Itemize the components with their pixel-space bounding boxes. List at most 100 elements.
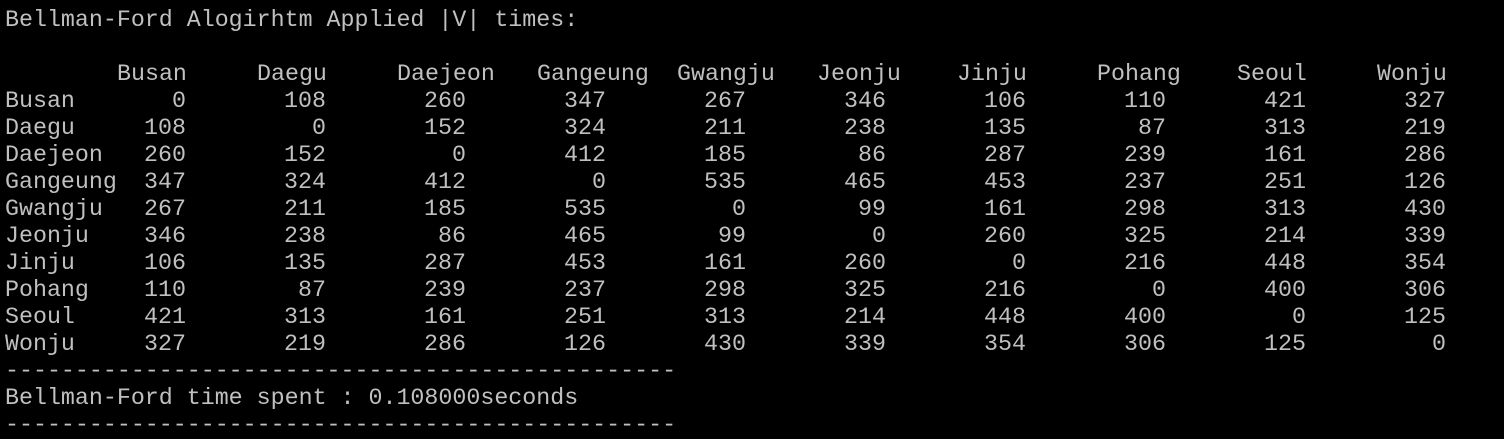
distance-cell: 185 bbox=[704, 142, 746, 168]
distance-cell: 211 bbox=[284, 196, 326, 222]
distance-cell: 216 bbox=[984, 277, 1026, 303]
distance-cell: 286 bbox=[424, 331, 466, 357]
distance-cell: 0 bbox=[592, 169, 606, 195]
row-label: Seoul bbox=[5, 304, 75, 330]
distance-cell: 346 bbox=[844, 88, 886, 114]
distance-cell: 0 bbox=[732, 196, 746, 222]
distance-cell: 354 bbox=[984, 331, 1026, 357]
column-header: Gangeung bbox=[537, 61, 649, 87]
distance-cell: 347 bbox=[564, 88, 606, 114]
distance-cell: 448 bbox=[984, 304, 1026, 330]
row-label: Daejeon bbox=[5, 142, 103, 168]
distance-cell: 267 bbox=[704, 88, 746, 114]
distance-cell: 216 bbox=[1124, 250, 1166, 276]
distance-cell: 239 bbox=[1124, 142, 1166, 168]
distance-cell: 239 bbox=[424, 277, 466, 303]
distance-cell: 400 bbox=[1264, 277, 1306, 303]
column-header: Busan bbox=[117, 61, 187, 87]
distance-cell: 106 bbox=[144, 250, 186, 276]
row-label: Busan bbox=[5, 88, 75, 114]
distance-cell: 152 bbox=[284, 142, 326, 168]
row-label: Jinju bbox=[5, 250, 75, 276]
distance-cell: 99 bbox=[858, 196, 886, 222]
distance-cell: 0 bbox=[1432, 331, 1446, 357]
distance-cell: 87 bbox=[1138, 115, 1166, 141]
distance-cell: 298 bbox=[1124, 196, 1166, 222]
distance-cell: 465 bbox=[844, 169, 886, 195]
column-header: Wonju bbox=[1377, 61, 1447, 87]
distance-cell: 99 bbox=[718, 223, 746, 249]
distance-cell: 306 bbox=[1124, 331, 1166, 357]
distance-cell: 219 bbox=[1404, 115, 1446, 141]
column-header: Pohang bbox=[1097, 61, 1181, 87]
distance-cell: 260 bbox=[844, 250, 886, 276]
row-label: Jeonju bbox=[5, 223, 89, 249]
distance-cell: 251 bbox=[564, 304, 606, 330]
distance-cell: 287 bbox=[424, 250, 466, 276]
distance-cell: 286 bbox=[1404, 142, 1446, 168]
title-line: Bellman-Ford Alogirhtm Applied |V| times… bbox=[5, 7, 579, 33]
distance-cell: 430 bbox=[704, 331, 746, 357]
distance-cell: 448 bbox=[1264, 250, 1306, 276]
distance-cell: 325 bbox=[844, 277, 886, 303]
row-label: Gwangju bbox=[5, 196, 103, 222]
distance-cell: 161 bbox=[1264, 142, 1306, 168]
distance-cell: 0 bbox=[872, 223, 886, 249]
distance-cell: 346 bbox=[144, 223, 186, 249]
distance-cell: 0 bbox=[1012, 250, 1026, 276]
distance-cell: 327 bbox=[144, 331, 186, 357]
distance-cell: 0 bbox=[1152, 277, 1166, 303]
distance-cell: 412 bbox=[564, 142, 606, 168]
distance-cell: 267 bbox=[144, 196, 186, 222]
distance-cell: 313 bbox=[284, 304, 326, 330]
distance-cell: 238 bbox=[844, 115, 886, 141]
distance-cell: 465 bbox=[564, 223, 606, 249]
column-header: Daejeon bbox=[397, 61, 495, 87]
distance-cell: 421 bbox=[1264, 88, 1306, 114]
distance-cell: 339 bbox=[1404, 223, 1446, 249]
distance-cell: 237 bbox=[1124, 169, 1166, 195]
distance-cell: 412 bbox=[424, 169, 466, 195]
time-spent-line: Bellman-Ford time spent : 0.108000second… bbox=[5, 385, 579, 411]
separator-line: ----------------------------------------… bbox=[5, 358, 677, 384]
distance-cell: 214 bbox=[1264, 223, 1306, 249]
distance-cell: 313 bbox=[704, 304, 746, 330]
distance-cell: 161 bbox=[704, 250, 746, 276]
distance-cell: 260 bbox=[144, 142, 186, 168]
distance-cell: 535 bbox=[704, 169, 746, 195]
distance-cell: 161 bbox=[424, 304, 466, 330]
row-label: Daegu bbox=[5, 115, 75, 141]
distance-cell: 86 bbox=[438, 223, 466, 249]
distance-cell: 219 bbox=[284, 331, 326, 357]
distance-cell: 535 bbox=[564, 196, 606, 222]
distance-cell: 135 bbox=[284, 250, 326, 276]
distance-cell: 152 bbox=[424, 115, 466, 141]
distance-cell: 0 bbox=[172, 88, 186, 114]
distance-cell: 260 bbox=[984, 223, 1026, 249]
separator-line: ----------------------------------------… bbox=[5, 412, 677, 438]
row-label: Gangeung bbox=[5, 169, 117, 195]
distance-cell: 347 bbox=[144, 169, 186, 195]
distance-cell: 287 bbox=[984, 142, 1026, 168]
distance-cell: 108 bbox=[284, 88, 326, 114]
distance-cell: 354 bbox=[1404, 250, 1446, 276]
distance-cell: 0 bbox=[312, 115, 326, 141]
row-label: Wonju bbox=[5, 331, 75, 357]
distance-cell: 0 bbox=[452, 142, 466, 168]
distance-cell: 185 bbox=[424, 196, 466, 222]
distance-cell: 260 bbox=[424, 88, 466, 114]
distance-cell: 298 bbox=[704, 277, 746, 303]
row-label: Pohang bbox=[5, 277, 89, 303]
distance-cell: 125 bbox=[1404, 304, 1446, 330]
distance-cell: 453 bbox=[984, 169, 1026, 195]
distance-cell: 306 bbox=[1404, 277, 1446, 303]
distance-cell: 339 bbox=[844, 331, 886, 357]
distance-cell: 211 bbox=[704, 115, 746, 141]
column-header: Seoul bbox=[1237, 61, 1307, 87]
distance-cell: 421 bbox=[144, 304, 186, 330]
distance-cell: 0 bbox=[1292, 304, 1306, 330]
distance-cell: 325 bbox=[1124, 223, 1166, 249]
distance-cell: 135 bbox=[984, 115, 1026, 141]
distance-cell: 125 bbox=[1264, 331, 1306, 357]
